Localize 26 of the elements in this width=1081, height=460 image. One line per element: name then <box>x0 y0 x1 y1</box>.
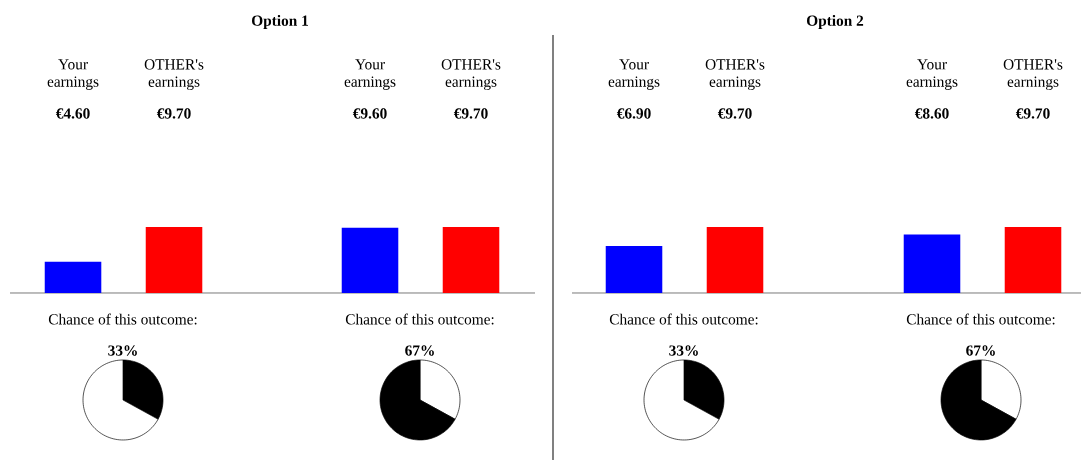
x-tick-label: Your earnings <box>344 59 396 90</box>
chart-title: Chance of this outcome: <box>345 313 494 325</box>
data-label: 33% <box>669 345 698 356</box>
chart-title: Chance of this outcome: <box>906 313 1055 325</box>
chart-title: Chance of this outcome: <box>609 313 758 325</box>
data-label: €9.70 <box>453 108 488 119</box>
data-label: €9.70 <box>156 108 191 119</box>
x-tick-label: OTHER's earnings <box>705 59 765 91</box>
data-label: €9.70 <box>1015 108 1050 119</box>
x-tick-label: OTHER's earnings <box>1003 59 1063 91</box>
chart-title: Chance of this outcome: <box>48 313 197 325</box>
chart-title: Option 2 <box>807 15 864 29</box>
data-label: €4.60 <box>55 108 90 119</box>
x-tick-label: Your earnings <box>906 59 958 90</box>
chart-title: Option 1 <box>252 15 308 29</box>
data-label: €6.90 <box>616 108 651 119</box>
data-label: 33% <box>108 345 137 356</box>
data-label: €8.60 <box>914 108 949 119</box>
data-label: 67% <box>966 345 995 356</box>
data-label: 67% <box>405 345 434 356</box>
data-label: €9.70 <box>717 108 752 119</box>
data-label: €9.60 <box>352 108 387 119</box>
x-tick-label: OTHER's earnings <box>144 59 204 91</box>
x-tick-label: Your earnings <box>47 59 99 90</box>
x-tick-label: OTHER's earnings <box>441 59 501 91</box>
x-tick-label: Your earnings <box>608 59 660 90</box>
